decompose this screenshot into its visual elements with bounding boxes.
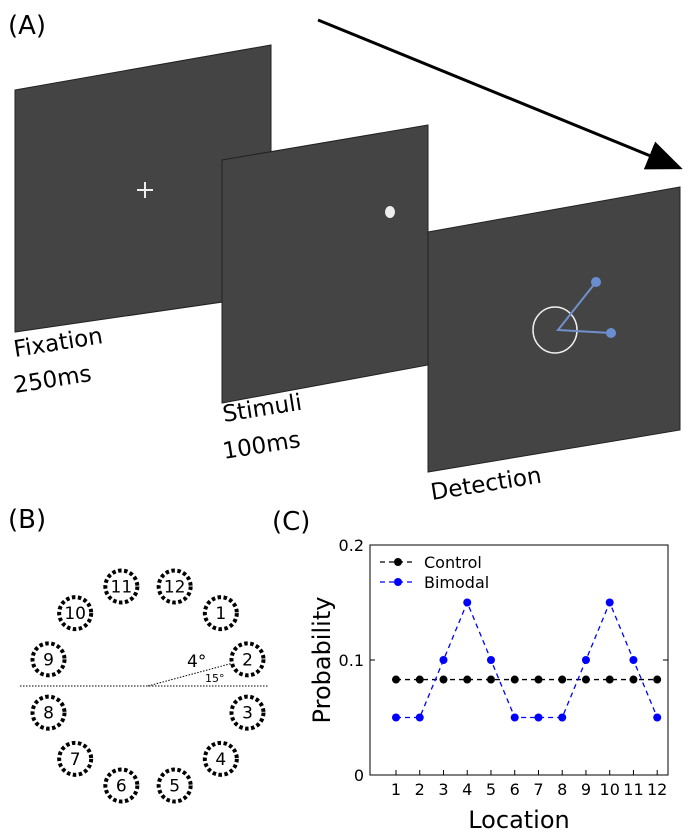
- location-number: 3: [242, 704, 253, 724]
- data-point: [511, 714, 519, 722]
- data-point: [487, 676, 495, 684]
- figure: (A) Fixation 250ms Stimuli 100ms Detecti…: [0, 0, 689, 833]
- data-point: [582, 676, 590, 684]
- location-number: 9: [43, 650, 54, 670]
- location-number: 6: [116, 776, 127, 796]
- x-tick-label: 10: [600, 780, 620, 799]
- screen: [428, 187, 680, 472]
- x-tick-label: 5: [486, 780, 496, 799]
- legend-label: Bimodal: [424, 573, 489, 592]
- screen-duration: 250ms: [12, 361, 93, 399]
- angle-label: 15°: [205, 672, 225, 685]
- location-number: 10: [64, 604, 86, 624]
- data-point: [511, 676, 519, 684]
- location-number: 4: [215, 750, 226, 770]
- response-dot: [591, 277, 601, 287]
- data-point: [416, 714, 424, 722]
- data-point: [629, 656, 637, 664]
- x-tick-label: 8: [557, 780, 567, 799]
- x-tick-label: 2: [415, 780, 425, 799]
- data-point: [558, 676, 566, 684]
- x-tick-label: 3: [438, 780, 448, 799]
- location-number: 2: [242, 650, 253, 670]
- data-point: [463, 599, 471, 607]
- panel-label: (A): [8, 11, 46, 41]
- series-line: [396, 603, 657, 718]
- data-point: [392, 714, 400, 722]
- y-axis-label: Probability: [308, 597, 336, 724]
- x-tick-label: 1: [391, 780, 401, 799]
- legend-marker: [394, 558, 402, 566]
- legend-marker: [394, 578, 402, 586]
- panel-label: (B): [8, 505, 46, 535]
- screen: [222, 125, 428, 403]
- data-point: [653, 676, 661, 684]
- x-tick-label: 6: [510, 780, 520, 799]
- data-point: [392, 676, 400, 684]
- data-point: [439, 656, 447, 664]
- panel-label: (C): [272, 507, 310, 537]
- response-dot: [606, 328, 616, 338]
- x-tick-label: 7: [533, 780, 543, 799]
- x-tick-label: 9: [581, 780, 591, 799]
- stimulus-dot: [385, 206, 395, 218]
- location-number: 12: [164, 578, 186, 598]
- data-point: [487, 656, 495, 664]
- x-axis-label: Location: [468, 806, 570, 833]
- x-tick-label: 11: [623, 780, 643, 799]
- data-point: [416, 676, 424, 684]
- y-tick-label: 0.1: [339, 651, 364, 670]
- x-tick-label: 12: [647, 780, 667, 799]
- data-point: [606, 676, 614, 684]
- data-point: [582, 656, 590, 664]
- eccentricity-label: 4°: [187, 652, 206, 672]
- location-number: 11: [111, 578, 133, 598]
- y-tick-label: 0: [354, 766, 364, 785]
- y-tick-label: 0.2: [339, 536, 364, 555]
- location-number: 1: [215, 604, 226, 624]
- data-point: [653, 714, 661, 722]
- data-point: [606, 599, 614, 607]
- data-point: [629, 676, 637, 684]
- location-number: 8: [43, 704, 54, 724]
- x-tick-label: 4: [462, 780, 472, 799]
- plot-frame: [370, 545, 668, 775]
- data-point: [439, 676, 447, 684]
- data-point: [534, 714, 542, 722]
- location-number: 7: [70, 750, 81, 770]
- screen-duration: 100ms: [221, 427, 302, 465]
- location-number: 5: [169, 776, 180, 796]
- legend-label: Control: [424, 553, 482, 572]
- data-point: [463, 676, 471, 684]
- data-point: [534, 676, 542, 684]
- data-point: [558, 714, 566, 722]
